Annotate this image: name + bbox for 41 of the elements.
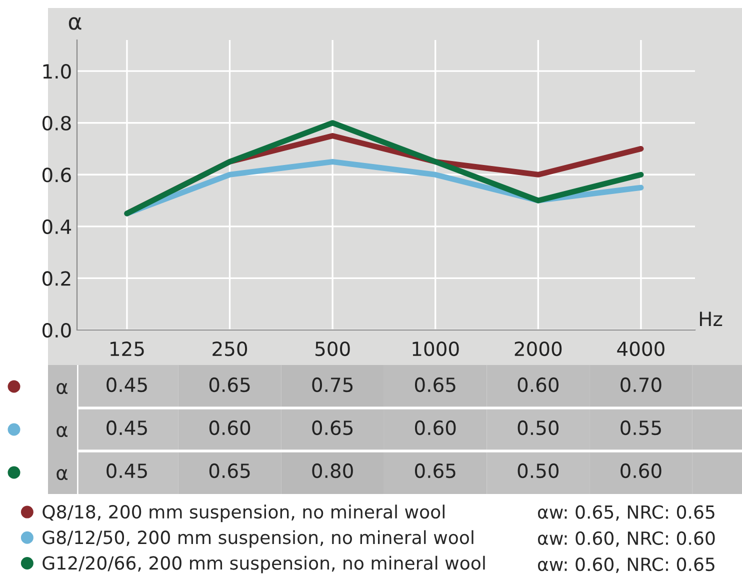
legend-label: G8/12/50, 200 mm suspension, no mineral wool — [42, 530, 474, 548]
y-tick-label: α — [56, 383, 68, 394]
x-tick-label: 125 — [110, 341, 144, 356]
data-label: 0.60 — [209, 420, 250, 436]
data-label: 0.65 — [414, 463, 456, 478]
data-label: 0.80 — [312, 463, 353, 478]
data-label: 0.60 — [620, 463, 662, 478]
x-tick-label: 250 — [212, 341, 248, 356]
y-tick-label: α — [56, 426, 68, 438]
data-label: 0.50 — [518, 420, 559, 436]
y-tick-label: 0.8 — [42, 116, 71, 131]
data-label: 0.60 — [518, 377, 559, 392]
y-tick-label: α — [56, 469, 68, 480]
legend-label: G12/20/66, 200 mm suspension, no mineral wool — [42, 556, 485, 574]
data-label: 0.70 — [620, 377, 662, 392]
data-label: 0.50 — [518, 463, 559, 478]
data-label: 0.75 — [312, 377, 353, 392]
x-axis-title: Hz — [700, 312, 722, 326]
data-label: 0.60 — [414, 420, 456, 436]
y-axis-title: α — [68, 17, 82, 30]
y-tick-label: 0.4 — [42, 219, 72, 234]
x-tick-label: 2000 — [514, 341, 562, 356]
data-label: 0.65 — [312, 420, 353, 436]
data-label: 0.55 — [620, 420, 661, 436]
data-label: 0.45 — [106, 377, 147, 392]
x-tick-label: 500 — [316, 341, 350, 356]
y-tick-label: 0.2 — [42, 271, 70, 286]
data-label: 0.65 — [414, 377, 456, 392]
x-tick-label: 4000 — [617, 341, 664, 356]
y-tick-label: 1.0 — [43, 64, 71, 79]
text: αw: 0.65, NRC: 0.65 — [538, 505, 714, 521]
y-tick-label: 0.6 — [42, 168, 71, 182]
data-label: 0.45 — [106, 420, 147, 436]
text: αw: 0.60, NRC: 0.60 — [538, 531, 715, 547]
data-label: 0.65 — [209, 377, 250, 392]
x-tick-label: 1000 — [412, 341, 459, 356]
data-label: 0.45 — [106, 463, 147, 478]
legend-label: Q8/18, 200 mm suspension, no mineral wool — [42, 504, 444, 522]
data-label: 0.65 — [209, 463, 250, 478]
text: αw: 0.60, NRC: 0.65 — [538, 557, 714, 573]
y-tick-label: 0.0 — [42, 322, 71, 338]
